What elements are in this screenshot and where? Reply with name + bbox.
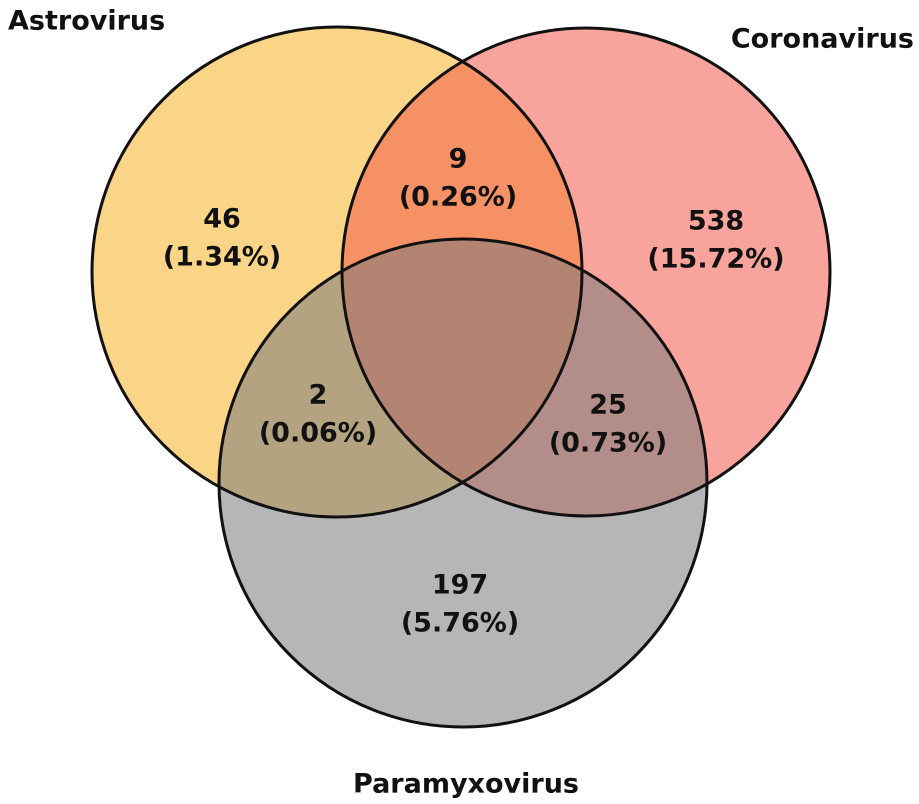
- region-count: 197: [432, 570, 488, 601]
- region-percent: (0.26%): [399, 182, 517, 213]
- set-outline: [90, 25, 584, 519]
- set-outline: [217, 237, 709, 729]
- region-percent: (5.76%): [401, 608, 519, 639]
- region-count: 538: [688, 206, 744, 237]
- set-name: Paramyxovirus: [353, 769, 579, 800]
- region-percent: (0.06%): [259, 418, 377, 449]
- region-count: 9: [449, 144, 468, 175]
- region-percent: (1.34%): [163, 242, 281, 273]
- region-percent: (15.72%): [647, 244, 784, 275]
- region-percent: (0.73%): [549, 428, 667, 459]
- region-count: 46: [203, 204, 241, 235]
- set-name: Coronavirus: [731, 24, 914, 55]
- region-count: 2: [309, 380, 328, 411]
- set-name: Astrovirus: [8, 6, 165, 37]
- region-count: 25: [589, 390, 627, 421]
